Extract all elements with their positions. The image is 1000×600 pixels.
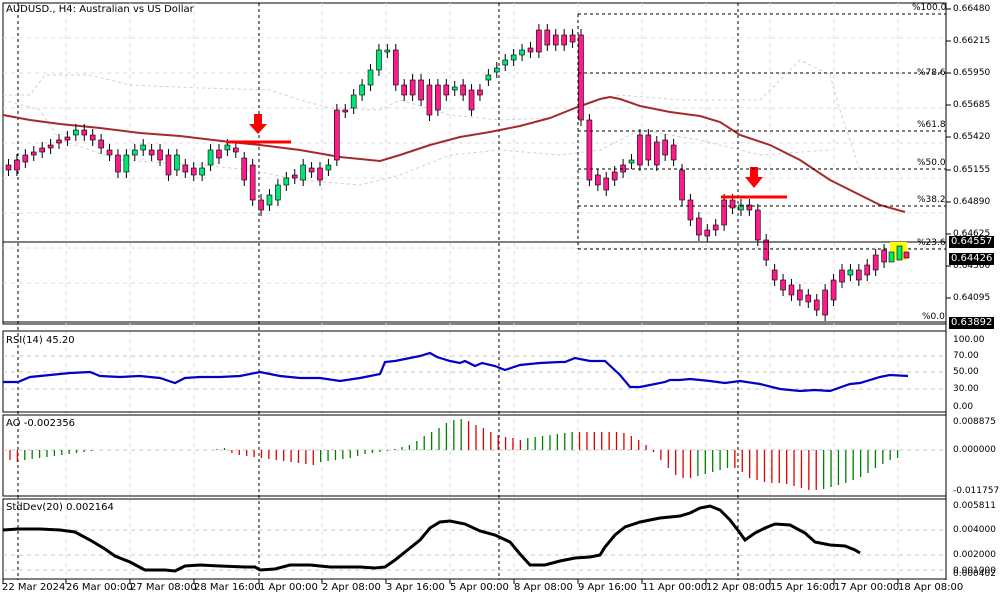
ao-axis-label: -0.011757 xyxy=(953,486,1000,496)
sell-signal-1 xyxy=(226,114,291,144)
ao-pane[interactable] xyxy=(2,414,947,497)
stddev-axis-label: 0.002000 xyxy=(953,550,996,560)
time-label: 5 Apr 00:00 xyxy=(450,582,509,593)
price-axis-ticks xyxy=(946,8,951,299)
fibonacci-retracement[interactable] xyxy=(577,13,946,250)
ao-axis-label: 0.008875 xyxy=(953,417,996,427)
symbol-title: AUDUSD., H4: Australian vs US Dollar xyxy=(6,4,194,15)
time-label: 8 Apr 08:00 xyxy=(514,582,573,593)
stddev-title: StdDev(20) 0.002164 xyxy=(6,502,114,513)
ask-price-tag: 0.64557 xyxy=(949,236,995,248)
price-label: 0.66215 xyxy=(953,36,991,46)
time-label: 2 Apr 08:00 xyxy=(322,582,381,593)
price-label: 0.64890 xyxy=(953,197,991,207)
rsi-axis-label: 30.00 xyxy=(953,384,979,394)
time-label: 27 Mar 08:00 xyxy=(130,582,197,593)
time-label: 18 Apr 08:00 xyxy=(898,582,964,593)
time-axis-ticks xyxy=(2,579,899,584)
bid-price-tag: 0.64426 xyxy=(949,253,995,265)
time-label: 11 Apr 00:00 xyxy=(642,582,708,593)
price-label: 0.64360 xyxy=(953,261,991,271)
time-label: 28 Mar 16:00 xyxy=(194,582,261,593)
time-label: 17 Apr 00:00 xyxy=(834,582,900,593)
time-label: 15 Apr 16:00 xyxy=(770,582,836,593)
stddev-axis-label: 0.004000 xyxy=(953,525,996,535)
down-arrow-icon xyxy=(745,167,763,188)
down-arrow-icon xyxy=(249,114,267,134)
rsi-title: RSI(14) 45.20 xyxy=(6,335,75,346)
fibo-level-label: %50.0 xyxy=(917,158,946,168)
time-label: 12 Apr 08:00 xyxy=(706,582,772,593)
price-label: 0.64095 xyxy=(953,293,991,303)
time-label: 22 Mar 2024 xyxy=(2,582,66,593)
fibo-level-label: %61.8 xyxy=(917,120,946,130)
fibo-level-label: %23.6 xyxy=(917,238,946,248)
moving-average-line xyxy=(2,95,906,213)
rsi-axis-label: 70.00 xyxy=(953,351,979,361)
stddev-axis-label: 0.001000 xyxy=(953,566,996,576)
price-label: 0.64625 xyxy=(953,229,991,239)
stddev-pane[interactable] xyxy=(2,498,947,580)
fibo-level-label: %38.2 xyxy=(917,195,946,205)
stddev-axis-label: 0.005811 xyxy=(953,501,996,511)
rsi-axis-label: 100.00 xyxy=(953,335,985,345)
stddev-line xyxy=(2,504,861,573)
rsi-axis-label: 50.00 xyxy=(953,367,979,377)
fibo-level-label: %0.0 xyxy=(922,312,945,322)
ichimoku-cloud xyxy=(2,59,861,186)
price-label: 0.65420 xyxy=(953,132,991,142)
stddev-axis-label: 0.000402 xyxy=(953,569,996,579)
rsi-line xyxy=(3,351,909,393)
ao-histogram xyxy=(9,419,899,490)
price-candles xyxy=(5,24,887,321)
price-label: 0.65155 xyxy=(953,165,991,175)
ao-title: AO -0.002356 xyxy=(6,418,76,429)
ao-axis-label: 0.000000 xyxy=(953,445,996,455)
price-label: 0.65685 xyxy=(953,100,991,110)
time-label: 3 Apr 16:00 xyxy=(386,582,445,593)
fibo-level-label: %78.6 xyxy=(917,68,946,78)
grid xyxy=(3,3,946,580)
price-label: 0.65950 xyxy=(953,68,991,78)
low-price-tag: 0.63892 xyxy=(949,317,995,329)
time-label: 1 Apr 00:00 xyxy=(259,582,318,593)
sell-signal-2 xyxy=(721,167,787,199)
rsi-axis-label: 0.00 xyxy=(953,402,974,412)
fibo-level-label: %100.0 xyxy=(912,3,947,13)
time-label: 9 Apr 16:00 xyxy=(578,582,637,593)
time-label: 26 Mar 00:00 xyxy=(66,582,133,593)
price-label: 0.66480 xyxy=(953,4,991,14)
period-separators xyxy=(17,3,739,580)
